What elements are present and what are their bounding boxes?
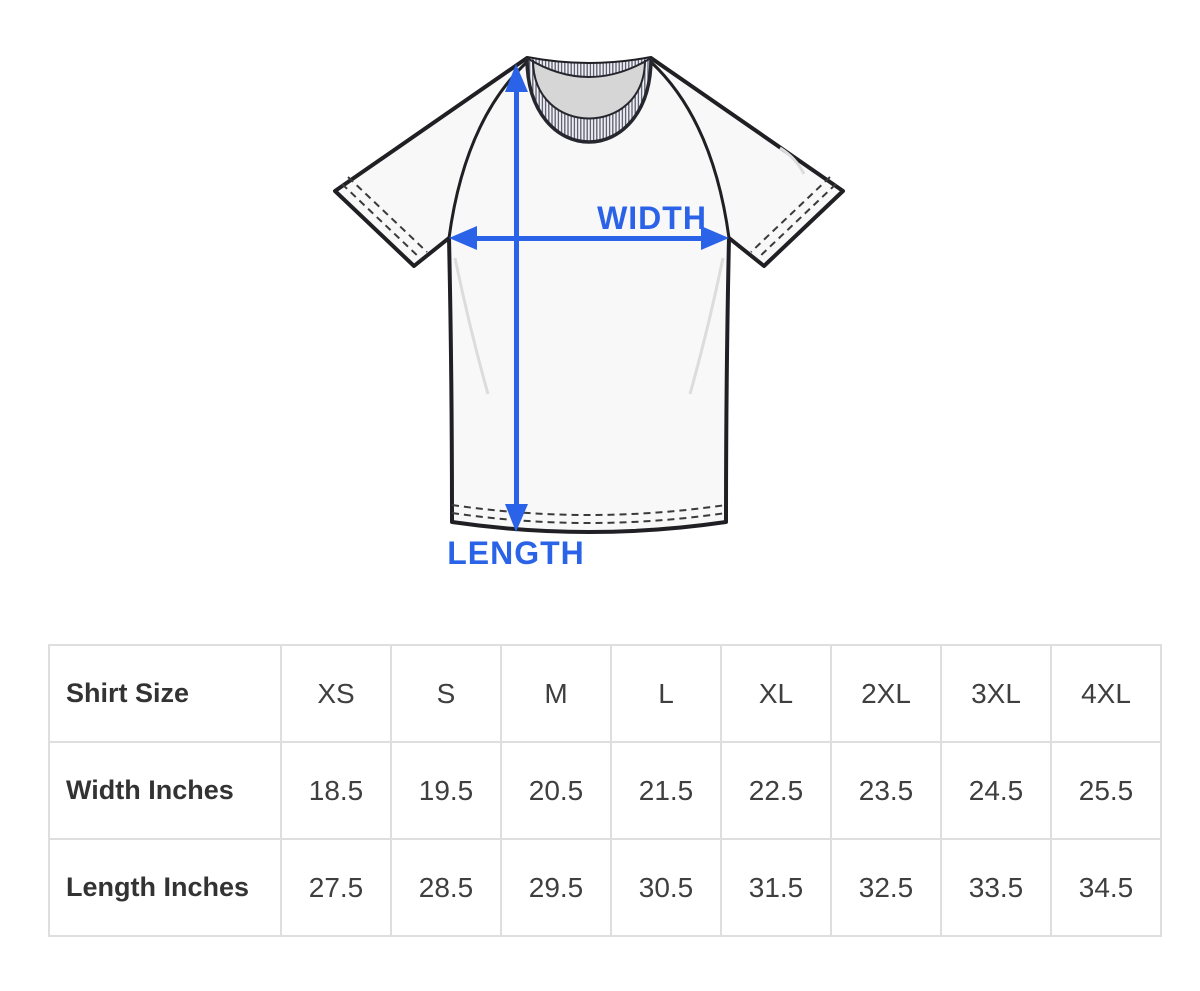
size-header-s: S — [390, 644, 502, 743]
right-sleeve-seam — [649, 60, 731, 239]
collar — [525, 57, 653, 144]
width-value-xs: 18.5 — [280, 741, 392, 840]
row-header-width-inches: Width Inches — [48, 741, 282, 840]
right-shoulder-crease — [779, 146, 806, 175]
length-value-3xl: 33.5 — [940, 838, 1052, 937]
width-value-s: 19.5 — [390, 741, 502, 840]
width-value-m: 20.5 — [500, 741, 612, 840]
width-value-2xl: 23.5 — [830, 741, 942, 840]
size-header-xs: XS — [280, 644, 392, 743]
left-cuff-stitch — [341, 176, 428, 260]
size-chart-table: Shirt Size XS S M L XL 2XL 3XL 4XL Width… — [48, 644, 1162, 937]
length-value-s: 28.5 — [390, 838, 502, 937]
size-header-2xl: 2XL — [830, 644, 942, 743]
length-value-l: 30.5 — [610, 838, 722, 937]
width-label: WIDTH — [597, 200, 707, 236]
table-row-length-inches: Length Inches 27.5 28.5 29.5 30.5 31.5 3… — [48, 838, 1162, 937]
collar-inside — [533, 60, 645, 119]
size-header-l: L — [610, 644, 722, 743]
width-value-xl: 22.5 — [720, 741, 832, 840]
length-label: LENGTH — [447, 535, 585, 571]
collar-outer-edge — [525, 57, 653, 144]
length-value-m: 29.5 — [500, 838, 612, 937]
width-value-l: 21.5 — [610, 741, 722, 840]
length-value-xs: 27.5 — [280, 838, 392, 937]
right-drape-line — [688, 257, 725, 395]
table-row-width-inches: Width Inches 18.5 19.5 20.5 21.5 22.5 23… — [48, 741, 1162, 840]
width-value-4xl: 25.5 — [1050, 741, 1162, 840]
size-header-xl: XL — [720, 644, 832, 743]
left-drape-line — [453, 257, 490, 395]
size-header-m: M — [500, 644, 612, 743]
tshirt-diagram-svg: WIDTH LENGTH — [333, 56, 845, 571]
width-arrow — [449, 226, 729, 250]
table-row-shirt-size: Shirt Size XS S M L XL 2XL 3XL 4XL — [48, 644, 1162, 743]
length-value-xl: 31.5 — [720, 838, 832, 937]
collar-back-edge — [526, 57, 652, 78]
width-value-3xl: 24.5 — [940, 741, 1052, 840]
collar-rib-band — [527, 58, 651, 142]
size-header-4xl: 4XL — [1050, 644, 1162, 743]
size-header-3xl: 3XL — [940, 644, 1052, 743]
row-header-shirt-size: Shirt Size — [48, 644, 282, 743]
row-header-length-inches: Length Inches — [48, 838, 282, 937]
length-value-2xl: 32.5 — [830, 838, 942, 937]
right-cuff-stitch — [750, 176, 837, 260]
hem-stitch — [451, 504, 727, 524]
tshirt-measurement-diagram: WIDTH LENGTH — [333, 56, 845, 571]
collar-inner-edge — [532, 59, 646, 120]
length-arrow — [505, 64, 528, 532]
length-value-4xl: 34.5 — [1050, 838, 1162, 937]
